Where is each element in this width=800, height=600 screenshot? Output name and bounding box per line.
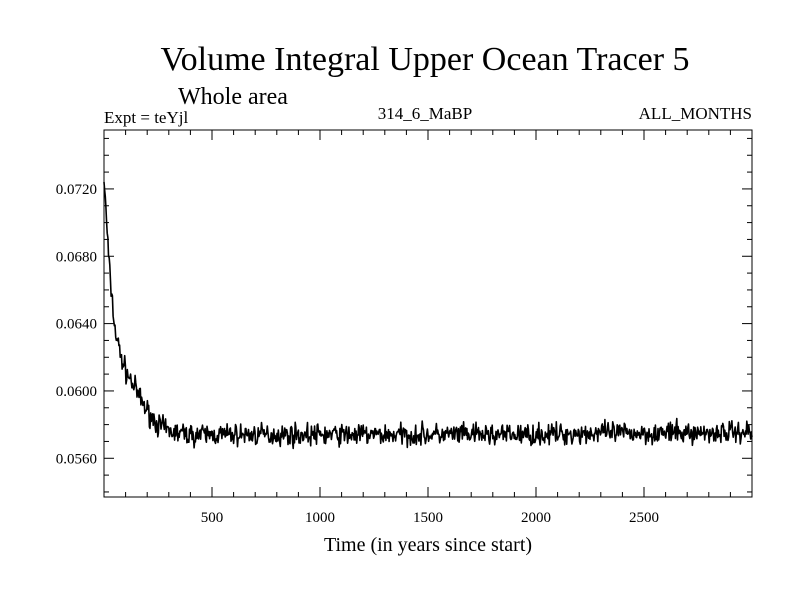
- x-tick-labels: 500 1000 1500 2000 2500: [201, 510, 659, 526]
- chart-subtitle: Whole area: [178, 84, 288, 110]
- header-months: ALL_MONTHS: [639, 104, 752, 123]
- y-tick-label: 0.0680: [56, 249, 97, 265]
- header-period: 314_6_MaBP: [378, 104, 472, 123]
- y-tick-label: 0.0640: [56, 317, 97, 333]
- header-experiment: Expt = teYjl: [104, 108, 188, 127]
- chart-title: Volume Integral Upper Ocean Tracer 5: [160, 41, 689, 78]
- x-tick-label: 1500: [413, 510, 443, 526]
- y-tick-label: 0.0600: [56, 384, 97, 400]
- y-tick-label: 0.0560: [56, 451, 97, 467]
- y-tick-labels: 0.0560 0.0600 0.0640 0.0680 0.0720: [56, 182, 97, 467]
- x-tick-label: 2000: [521, 510, 551, 526]
- x-axis-label: Time (in years since start): [324, 534, 532, 556]
- y-tick-label: 0.0720: [56, 182, 97, 198]
- x-tick-label: 1000: [305, 510, 335, 526]
- x-tick-label: 500: [201, 510, 224, 526]
- axis-ticks: [104, 130, 752, 497]
- tracer-series-line: [103, 181, 753, 450]
- x-tick-label: 2500: [629, 510, 659, 526]
- plot-frame: [103, 129, 753, 498]
